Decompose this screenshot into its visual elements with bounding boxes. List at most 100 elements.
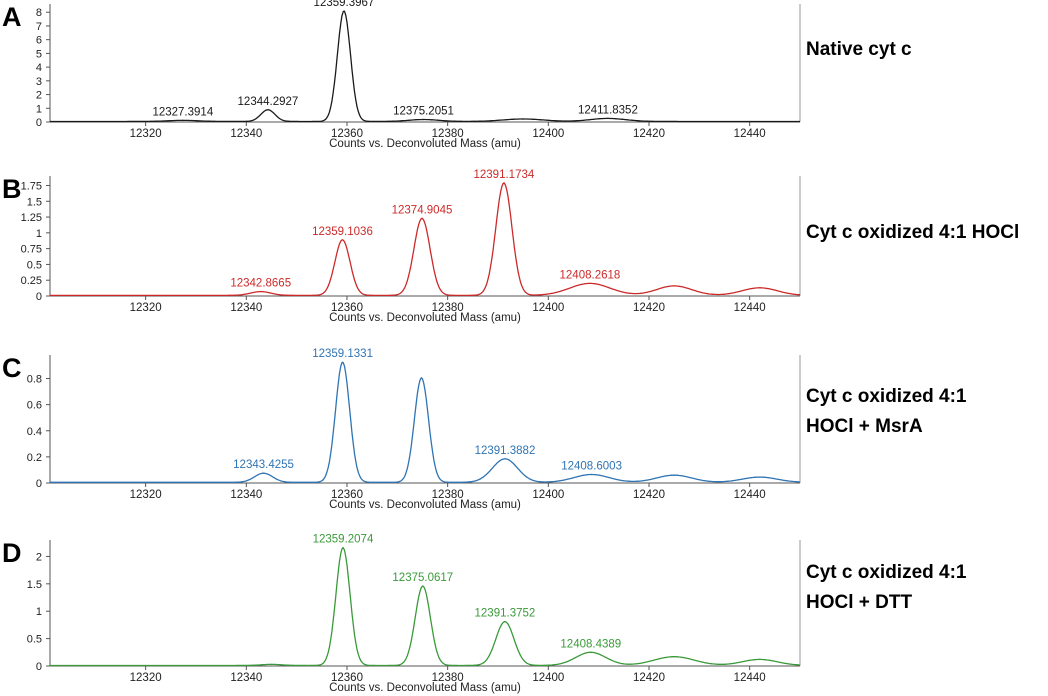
peak-label: 12411.8352 [578, 104, 638, 116]
peak-label: 12408.4389 [560, 638, 621, 650]
chart-panel-b: B 0 0.25 0.5 0.75 1 1.25 1.5 1.75 12320 12340 12360… [2, 169, 1019, 324]
peak-label: 12343.4255 [233, 459, 294, 471]
x-tick-label: 12340 [230, 302, 262, 314]
x-tick-label: 12360 [331, 302, 363, 314]
x-tick-label: 12420 [633, 128, 665, 140]
y-tick-label: 0.5 [27, 259, 42, 271]
x-tick-label: 12400 [532, 489, 564, 501]
peak-point [758, 286, 761, 289]
y-tick-label: 0.75 [21, 244, 42, 256]
peak-label: 12375.0617 [392, 572, 453, 584]
y-tick-label: 0.6 [27, 400, 42, 412]
x-tick-label: 12320 [130, 128, 162, 140]
x-axis-label: Counts vs. Deconvoluted Mass (amu) [329, 499, 521, 511]
chart-panel-d: D 0 0.5 1 1.5 2 12320 12340 12360 12380 12400 12420… [2, 534, 967, 694]
x-tick-label: 12420 [633, 302, 665, 314]
x-tick-label: 12380 [432, 128, 464, 140]
x-tick-label: 12320 [130, 302, 162, 314]
x-tick-label: 12340 [230, 128, 262, 140]
spectrum-line [50, 361, 801, 483]
peak-point [421, 585, 424, 587]
panel-letter: B [2, 174, 22, 204]
y-tick-label: 2 [36, 90, 42, 102]
peak-point [673, 285, 675, 287]
peak-point [420, 377, 423, 379]
x-axis-label: Counts vs. Deconvoluted Mass (amu) [329, 682, 521, 694]
x-tick-label: 12360 [331, 128, 363, 140]
y-tick-label: 0 [36, 117, 42, 129]
peak-point [343, 10, 345, 12]
x-tick-label: 12440 [734, 302, 766, 314]
peak-point [341, 361, 344, 363]
peak-label: 12359.1036 [312, 226, 373, 238]
x-tick-label: 12400 [532, 672, 564, 684]
peak-label: 12391.3752 [475, 608, 536, 620]
peak-point [182, 119, 184, 122]
x-tick-label: 12320 [130, 672, 162, 684]
y-tick-label: 0.5 [27, 634, 42, 646]
peak-point [607, 117, 609, 120]
peak-point [341, 238, 344, 241]
peak-point [259, 290, 262, 293]
y-tick-label: 1.5 [27, 579, 42, 591]
peak-label: 12359.1331 [312, 348, 373, 360]
peak-label: 12344.2927 [238, 96, 299, 108]
x-tick-label: 12380 [432, 302, 464, 314]
x-tick-label: 12360 [331, 489, 363, 501]
panel-letter: A [2, 2, 22, 32]
peak-point [262, 472, 265, 475]
peak-point [673, 474, 675, 476]
peak-label: 12359.3967 [314, 0, 375, 9]
chart-panel-c: C 0 0.2 0.4 0.6 0.8 12320 12340 12360 12380 12400 1… [2, 348, 967, 511]
panel-caption: Cyt c oxidized 4:1 [806, 562, 967, 583]
x-tick-label: 12320 [130, 489, 162, 501]
peak-label: 12327.3914 [152, 106, 213, 118]
peak-label: 12342.8665 [230, 278, 291, 290]
y-tick-label: 1 [36, 228, 42, 240]
peak-point [590, 473, 593, 476]
peak-label: 12408.2618 [560, 269, 621, 281]
y-tick-label: 6 [36, 35, 42, 47]
x-tick-label: 12340 [230, 672, 262, 684]
peak-point [589, 651, 592, 654]
x-tick-label: 12360 [331, 672, 363, 684]
spectrum-line [50, 10, 800, 123]
x-tick-label: 12400 [532, 128, 564, 140]
y-tick-label: 7 [36, 21, 42, 33]
panel-caption: Native cyt c [806, 39, 912, 60]
y-tick-label: 3 [36, 76, 42, 88]
x-axis-label: Counts vs. Deconvoluted Mass (amu) [329, 138, 521, 150]
x-tick-label: 12380 [432, 672, 464, 684]
peak-point [589, 282, 591, 285]
peak-point [503, 182, 505, 184]
peak-point [270, 663, 273, 666]
x-axis-label: Counts vs. Deconvoluted Mass (amu) [329, 312, 521, 324]
x-tick-label: 12380 [432, 489, 464, 501]
x-tick-label: 12340 [230, 489, 262, 501]
y-tick-label: 5 [36, 48, 42, 60]
peak-label: 12374.9045 [392, 204, 453, 216]
peak-point [522, 118, 524, 120]
peak-label: 12408.6003 [561, 461, 622, 473]
y-tick-label: 1 [36, 606, 42, 618]
y-tick-label: 0 [36, 478, 42, 490]
x-tick-label: 12420 [633, 672, 665, 684]
x-tick-label: 12440 [734, 489, 766, 501]
y-tick-label: 4 [36, 62, 42, 74]
y-tick-label: 2 [36, 551, 42, 563]
peak-point [758, 658, 761, 661]
peak-point [758, 476, 761, 478]
peak-point [422, 118, 425, 121]
peak-label: 12391.3882 [475, 445, 536, 457]
y-tick-label: 0.8 [27, 374, 42, 386]
y-tick-label: 0.25 [21, 275, 42, 287]
peak-point [267, 108, 269, 111]
peak-label: 12375.2051 [393, 106, 454, 118]
peak-label: 12359.2074 [313, 534, 374, 546]
x-tick-label: 12420 [633, 489, 665, 501]
panel-caption: HOCl + MsrA [806, 416, 923, 437]
y-tick-label: 0 [36, 661, 42, 673]
peak-point [504, 458, 506, 460]
